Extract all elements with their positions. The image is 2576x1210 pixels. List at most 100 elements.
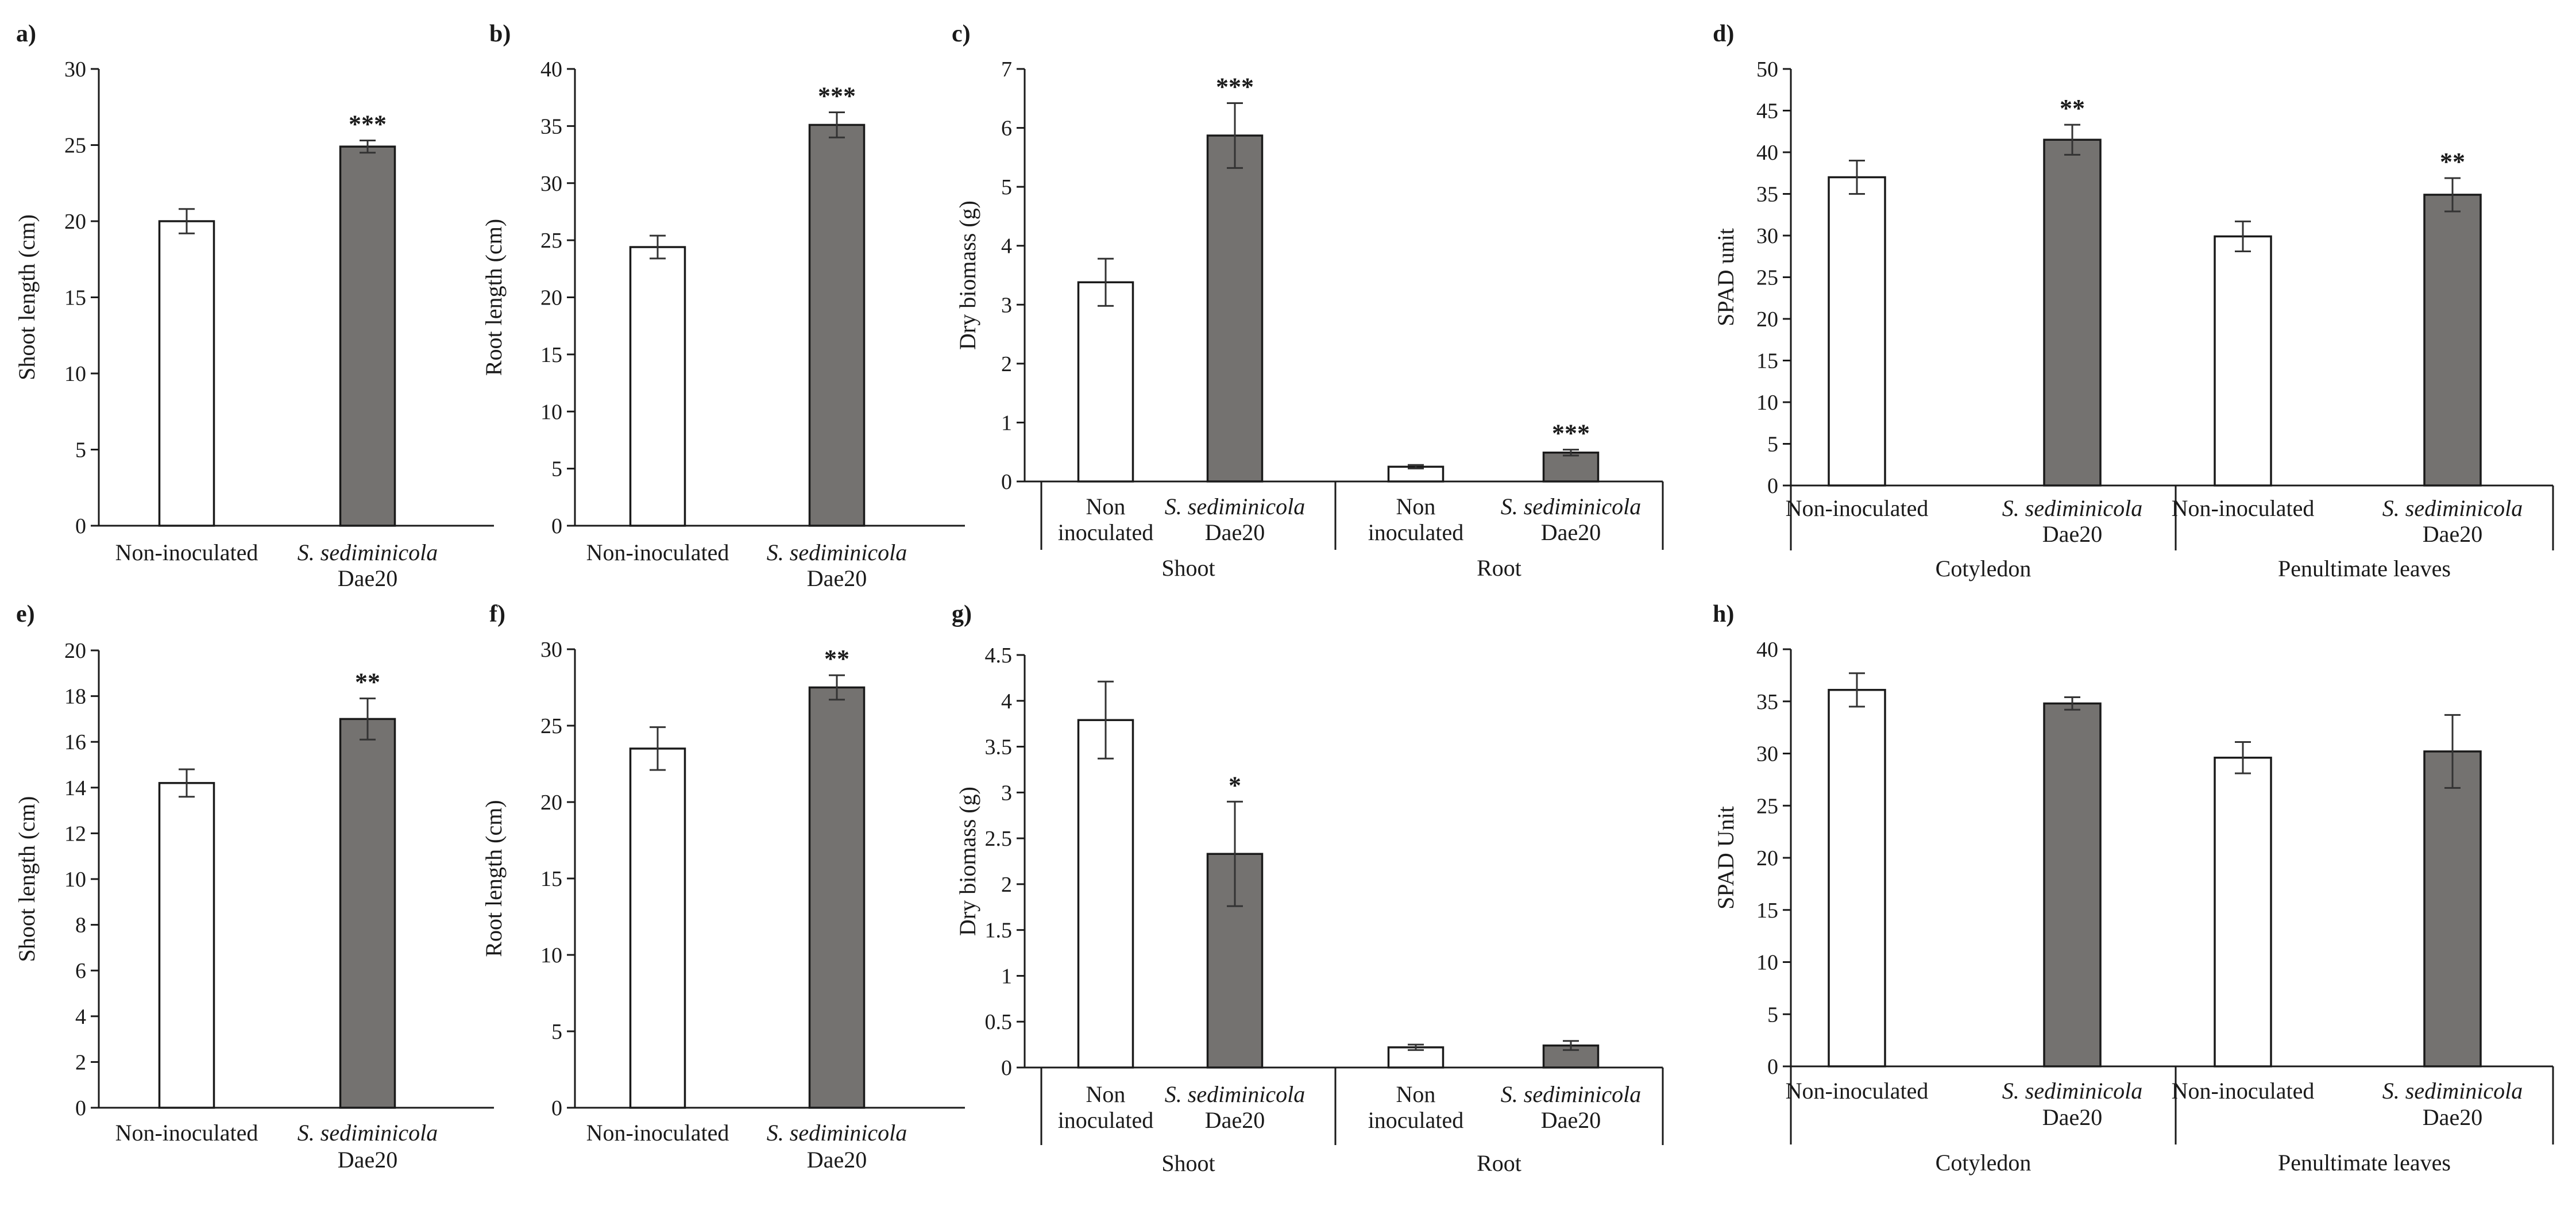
x-tick-label: Dae20	[807, 1147, 867, 1173]
significance-label: **	[824, 645, 849, 673]
y-tick-label: 25	[1756, 266, 1778, 290]
y-tick-label: 0.5	[985, 1010, 1013, 1034]
y-tick-label: 12	[64, 822, 86, 846]
x-tick-label: Dae20	[1205, 1107, 1265, 1133]
x-tick-label: Non	[1396, 1081, 1436, 1107]
y-tick-label: 35	[540, 114, 562, 138]
x-tick-label: Dae20	[1541, 1107, 1601, 1133]
x-tick-label: Dae20	[2042, 521, 2102, 547]
panel-h: h) SPAD Unit 0 5 10 15 20 25 30 35 40 Non-inoculate…	[1713, 601, 2554, 1176]
x-tick-label: Non-inoculated	[115, 540, 258, 565]
group-label: Shoot	[1161, 555, 1215, 581]
y-tick-label: 25	[64, 134, 86, 158]
x-tick-label: Dae20	[338, 1147, 397, 1173]
y-tick-label: 30	[1756, 224, 1778, 248]
y-tick-label: 0	[1767, 474, 1778, 498]
x-tick-label: Non-inoculated	[1786, 495, 1929, 521]
y-tick-label: 1	[1001, 411, 1012, 435]
y-tick-label: 4.5	[985, 643, 1013, 668]
x-tick-label: Dae20	[338, 565, 397, 591]
y-axis-label: Shoot length (cm)	[14, 796, 40, 962]
bar	[808, 686, 866, 1109]
panel-label: e)	[16, 601, 35, 627]
y-tick-label: 50	[1756, 57, 1778, 82]
y-tick-label: 5	[551, 457, 562, 481]
y-tick-label: 30	[540, 638, 562, 662]
y-tick-label: 0	[1767, 1055, 1778, 1079]
x-tick-label: Dae20	[2423, 1104, 2482, 1130]
significance-label: ***	[1216, 72, 1254, 101]
group-label: Cotyledon	[1936, 556, 2032, 581]
y-tick-label: 25	[1756, 794, 1778, 818]
y-tick-label: 0	[551, 514, 562, 538]
group-label: Penultimate leaves	[2278, 1150, 2451, 1176]
x-tick-label: S. sediminicola	[1165, 1081, 1305, 1107]
bar	[2214, 757, 2272, 1068]
y-tick-label: 5	[75, 438, 86, 463]
y-tick-label: 15	[1756, 899, 1778, 923]
panel-label: f)	[489, 601, 505, 627]
panel-label: h)	[1713, 601, 1734, 627]
y-tick-label: 5	[1767, 1003, 1778, 1027]
y-tick-label: 15	[1756, 349, 1778, 373]
panel-e: e) Shoot length (cm) 0 2 4 6 8 10 12 14 16 18 20 Non-…	[14, 601, 494, 1173]
y-tick-label: 40	[540, 57, 562, 82]
bar	[158, 220, 215, 527]
y-tick-label: 35	[1756, 183, 1778, 207]
x-tick-label: S. sediminicola	[2382, 495, 2523, 521]
y-tick-label: 5	[551, 1020, 562, 1044]
bar	[2423, 194, 2482, 487]
y-tick-label: 0	[1001, 1056, 1012, 1080]
bar	[1206, 134, 1264, 483]
y-tick-label: 30	[64, 57, 86, 82]
x-tick-label: S. sediminicola	[1501, 1081, 1641, 1107]
significance-label: **	[2060, 94, 2085, 122]
x-tick-label: Dae20	[1205, 519, 1265, 545]
panel-label: g)	[952, 601, 972, 627]
x-tick-label: Dae20	[2042, 1104, 2102, 1130]
significance-label: **	[355, 668, 380, 696]
y-tick-label: 40	[1756, 141, 1778, 165]
x-tick-label: Non-inoculated	[115, 1120, 258, 1146]
y-tick-label: 10	[1756, 391, 1778, 415]
group-label: Shoot	[1161, 1150, 1215, 1176]
panel-d: d) SPAD unit 0 5 10 15 20 25 30 35 40 45 50 Non-inocu…	[1713, 21, 2554, 581]
y-tick-label: 2	[1001, 873, 1012, 897]
y-tick-label: 15	[540, 343, 562, 367]
x-tick-label: Dae20	[1541, 519, 1601, 545]
y-tick-label: 20	[64, 210, 86, 234]
y-tick-label: 16	[64, 730, 86, 754]
x-tick-label: Dae20	[2423, 521, 2482, 547]
x-tick-label: S. sediminicola	[298, 1120, 438, 1146]
bar	[2043, 702, 2102, 1068]
y-axis-label: Root length (cm)	[481, 219, 507, 376]
group-label: Root	[1477, 1150, 1521, 1176]
panel-b: b) Root length (cm) 0 5 10 15 20 25 30 35 40 Non-in…	[481, 21, 965, 591]
x-tick-label: S. sediminicola	[298, 540, 438, 565]
y-tick-label: 30	[540, 172, 562, 196]
significance-label: **	[2440, 148, 2465, 176]
x-tick-label: Non-inoculated	[2172, 1078, 2315, 1104]
x-tick-label: inoculated	[1368, 1107, 1464, 1133]
y-tick-label: 1	[1001, 964, 1012, 988]
bar	[1828, 689, 1886, 1068]
y-tick-label: 10	[540, 400, 562, 424]
y-tick-label: 4	[1001, 689, 1012, 714]
bar	[1077, 719, 1134, 1069]
y-tick-label: 15	[540, 867, 562, 891]
y-axis-label: SPAD Unit	[1713, 806, 1739, 910]
y-tick-label: 3	[1001, 293, 1012, 317]
x-tick-label: Non-inoculated	[2172, 495, 2315, 521]
y-tick-label: 4	[1001, 234, 1012, 259]
y-tick-label: 20	[64, 639, 86, 663]
y-tick-label: 3.5	[985, 735, 1013, 760]
group-label: Penultimate leaves	[2278, 556, 2451, 581]
y-tick-label: 2	[1001, 352, 1012, 376]
x-tick-label: S. sediminicola	[767, 540, 907, 565]
bar	[629, 747, 686, 1109]
panel-c: c)Dry biomass (g)01234567Noninoculated**…	[952, 21, 1664, 581]
y-tick-label: 18	[64, 685, 86, 709]
y-tick-label: 0	[75, 514, 86, 538]
bar	[2214, 235, 2272, 487]
